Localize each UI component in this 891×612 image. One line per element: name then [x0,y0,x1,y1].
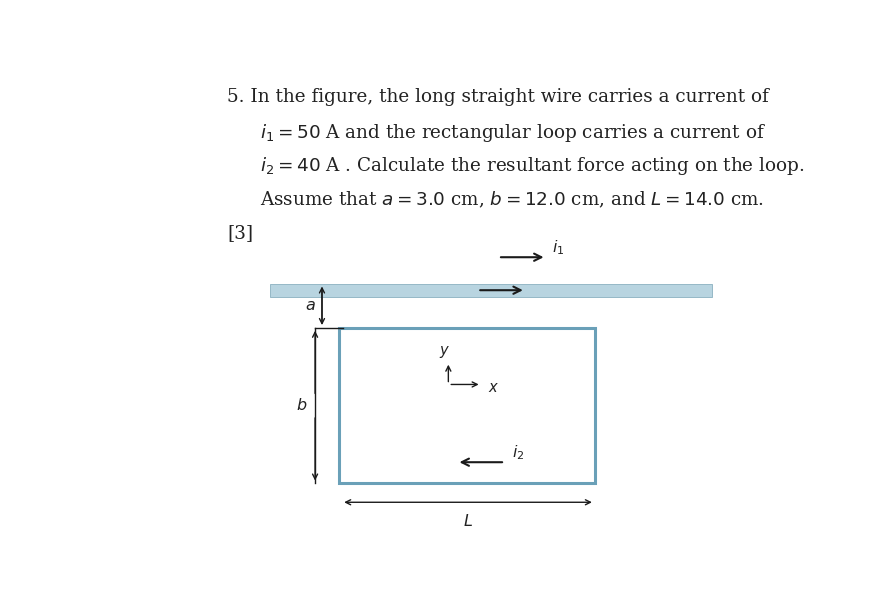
Text: $i_2 = 40$ A . Calculate the resultant force acting on the loop.: $i_2 = 40$ A . Calculate the resultant f… [260,155,805,177]
Text: $L$: $L$ [463,513,473,529]
Text: $y$: $y$ [439,345,451,360]
Bar [270,283,712,297]
Text: $i_1 = 50$ A and the rectangular loop carries a current of: $i_1 = 50$ A and the rectangular loop ca… [260,122,766,143]
Text: $i_2$: $i_2$ [511,444,524,462]
Text: $a$: $a$ [305,297,315,314]
Bar [339,328,595,483]
Text: [3]: [3] [227,224,254,242]
Text: $i_1$: $i_1$ [552,239,564,257]
Text: Assume that $a = 3.0$ cm, $b = 12.0$ cm, and $L = 14.0$ cm.: Assume that $a = 3.0$ cm, $b = 12.0$ cm,… [260,189,764,210]
Text: 5. In the figure, the long straight wire carries a current of: 5. In the figure, the long straight wire… [227,88,769,106]
Text: $b$: $b$ [296,397,307,414]
Text: $x$: $x$ [488,381,500,395]
